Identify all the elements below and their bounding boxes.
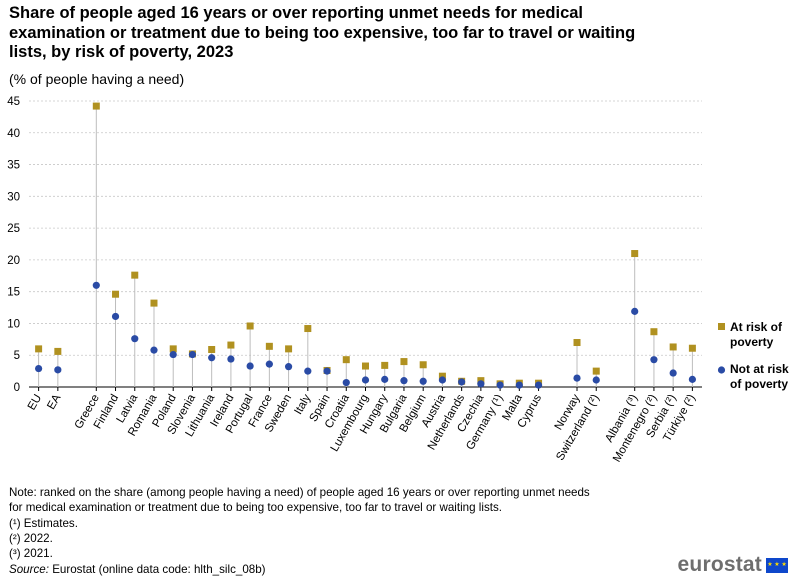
footnote-note: Note: ranked on the share (among people …	[9, 485, 590, 515]
point-not-at-risk	[650, 356, 658, 364]
note-line-2: for medical examination or treatment due…	[9, 501, 502, 514]
point-not-at-risk	[419, 377, 427, 385]
source-text: Eurostat (online data code: hlth_silc_08…	[48, 563, 266, 576]
source-line: Source: Eurostat (online data code: hlth…	[9, 562, 266, 577]
point-not-at-risk	[208, 354, 216, 362]
legend-label-not-at-risk-2: of poverty	[730, 377, 788, 391]
y-tick-label: 15	[7, 287, 20, 299]
point-not-at-risk	[131, 335, 139, 343]
point-not-at-risk	[477, 380, 485, 388]
legend-marker-not-at-risk	[717, 366, 726, 374]
point-at-risk	[285, 345, 293, 353]
point-not-at-risk	[246, 362, 254, 370]
eurostat-logo: eurostat ★ ★ ★	[678, 553, 788, 577]
point-at-risk	[419, 361, 427, 369]
legend-label-at-risk-1: At risk of	[730, 320, 783, 334]
point-at-risk	[169, 345, 177, 353]
point-at-risk	[150, 299, 158, 307]
point-not-at-risk	[265, 360, 273, 368]
y-tick-label: 0	[14, 382, 20, 394]
point-at-risk	[650, 328, 658, 336]
point-at-risk	[400, 358, 408, 366]
y-tick-label: 45	[7, 96, 20, 108]
source-label: Source:	[9, 563, 49, 576]
point-at-risk	[669, 343, 677, 351]
point-at-risk	[304, 325, 312, 333]
point-at-risk	[131, 271, 139, 279]
note-line-1: Note: ranked on the share (among people …	[9, 486, 590, 499]
point-at-risk	[54, 347, 62, 355]
x-tick-label: EU	[26, 393, 44, 413]
point-not-at-risk	[592, 376, 600, 384]
point-at-risk	[573, 339, 581, 347]
point-not-at-risk	[458, 378, 466, 386]
logo-text: eurostat	[677, 553, 762, 576]
point-at-risk	[35, 345, 43, 353]
footnote-3: (³) 2021.	[9, 547, 53, 560]
point-at-risk	[265, 342, 273, 350]
legend-label-not-at-risk-1: Not at risk	[730, 362, 789, 376]
point-at-risk	[362, 362, 369, 370]
point-at-risk	[246, 322, 254, 330]
chart-title: Share of people aged 16 years or over re…	[9, 4, 636, 61]
point-at-risk	[112, 290, 120, 298]
point-not-at-risk	[92, 281, 100, 289]
point-not-at-risk	[515, 381, 523, 389]
point-at-risk	[381, 361, 389, 369]
point-at-risk	[688, 344, 696, 352]
point-not-at-risk	[304, 367, 312, 375]
point-at-risk	[342, 356, 350, 364]
point-not-at-risk	[381, 375, 389, 383]
point-at-risk	[208, 346, 216, 354]
y-tick-label: 5	[14, 350, 20, 362]
point-not-at-risk	[150, 346, 158, 354]
x-tick-label: EA	[45, 392, 63, 412]
y-tick-label: 30	[7, 191, 20, 203]
point-not-at-risk	[342, 378, 350, 387]
point-not-at-risk	[54, 366, 62, 374]
y-tick-label: 10	[7, 318, 20, 330]
point-not-at-risk	[669, 369, 677, 377]
point-not-at-risk	[323, 367, 331, 375]
point-not-at-risk	[188, 350, 197, 359]
point-not-at-risk	[111, 312, 120, 321]
point-not-at-risk	[361, 376, 370, 384]
point-at-risk	[592, 367, 600, 375]
y-tick-label: 25	[7, 223, 20, 235]
chart-subtitle: (% of people having a need)	[9, 71, 185, 87]
point-not-at-risk	[284, 363, 293, 371]
footnote-1: (¹) Estimates.	[9, 517, 78, 530]
point-not-at-risk	[438, 376, 447, 384]
point-at-risk	[227, 341, 235, 349]
point-not-at-risk	[534, 381, 543, 389]
point-not-at-risk	[400, 377, 408, 385]
eu-flag-icon: ★ ★ ★	[766, 557, 788, 573]
y-tick-label: 20	[7, 255, 20, 267]
point-not-at-risk	[688, 375, 696, 383]
point-not-at-risk	[631, 307, 639, 315]
footnote-2: (²) 2022.	[9, 532, 53, 545]
legend-marker-at-risk	[718, 323, 725, 330]
y-tick-label: 35	[7, 160, 20, 172]
point-at-risk	[92, 102, 100, 110]
point-at-risk	[631, 250, 639, 258]
point-not-at-risk	[496, 381, 504, 389]
point-not-at-risk	[35, 364, 43, 373]
legend-label-at-risk-2: poverty	[730, 335, 774, 349]
point-not-at-risk	[227, 355, 235, 363]
point-not-at-risk	[573, 374, 581, 382]
point-not-at-risk	[169, 350, 177, 359]
y-tick-label: 40	[7, 128, 20, 140]
point-at-risk	[438, 372, 446, 380]
